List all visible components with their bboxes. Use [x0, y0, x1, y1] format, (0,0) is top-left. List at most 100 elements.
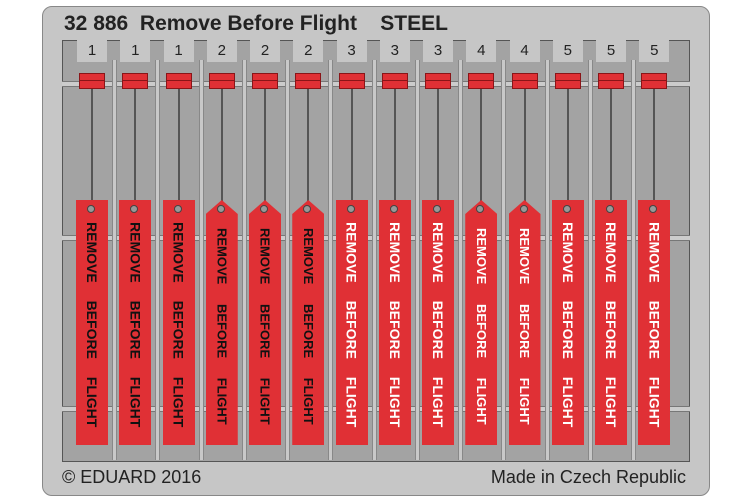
eyelet-icon: [562, 205, 571, 213]
tag-text: REMOVE BEFORE FLIGHT: [343, 222, 360, 428]
part-number: 3: [336, 38, 367, 62]
remove-before-flight-tag: REMOVE BEFORE FLIGHT: [551, 200, 584, 445]
tag-clip: [338, 73, 365, 89]
part-number: 1: [77, 38, 107, 62]
tag-wire: [610, 89, 612, 204]
eyelet-icon: [433, 205, 441, 213]
part-number: 2: [206, 38, 237, 62]
tag-clip: [208, 73, 235, 89]
tag-wire: [393, 89, 396, 204]
tag-text: REMOVE BEFORE FLIGHT: [646, 222, 663, 428]
remove-before-flight-tag: REMOVE BEFORE FLIGHT: [638, 200, 671, 445]
remove-before-flight-tag: REMOVE BEFORE FLIGHT: [422, 200, 454, 445]
tag-wire: [653, 89, 656, 204]
tag-clip: [79, 73, 105, 89]
remove-before-flight-tag: REMOVE BEFORE FLIGHT: [595, 200, 627, 445]
tag-clip: [641, 73, 668, 89]
rail: [458, 60, 463, 460]
eyelet-icon: [649, 205, 658, 213]
tag-clip: [381, 73, 408, 89]
tag-text: REMOVE BEFORE FLIGHT: [386, 222, 403, 428]
tag-wire: [350, 89, 353, 204]
tag-text: REMOVE BEFORE FLIGHT: [603, 222, 619, 428]
origin: Made in Czech Republic: [490, 467, 686, 487]
tag-wire: [307, 89, 310, 206]
tag-clip: [511, 73, 538, 89]
tag-clip: [295, 73, 322, 89]
part-number: 1: [163, 38, 194, 62]
tag-text: REMOVE BEFORE FLIGHT: [84, 222, 100, 428]
eyelet-icon: [606, 205, 614, 213]
rail: [544, 60, 550, 460]
eyelet-icon: [87, 205, 95, 213]
tag-wire: [437, 89, 439, 204]
part-number: 2: [293, 38, 324, 62]
remove-before-flight-tag: REMOVE BEFORE FLIGHT: [76, 200, 108, 445]
tag-wire: [91, 89, 93, 204]
tag-text: REMOVE BEFORE FLIGHT: [559, 222, 576, 428]
tag-clip: [252, 73, 278, 89]
part-number: 4: [509, 38, 540, 62]
remove-before-flight-tag: REMOVE BEFORE FLIGHT: [508, 200, 541, 445]
remove-before-flight-tag: REMOVE BEFORE FLIGHT: [292, 200, 325, 445]
remove-before-flight-tag: REMOVE BEFORE FLIGHT: [465, 200, 498, 445]
eyelet-icon: [476, 205, 485, 213]
rail: [587, 60, 593, 460]
rail: [112, 60, 117, 460]
rail: [414, 60, 420, 460]
tag-clip: [122, 73, 149, 89]
part-number: 3: [379, 38, 410, 62]
tag-clip: [165, 73, 192, 89]
remove-before-flight-tag: REMOVE BEFORE FLIGHT: [249, 200, 281, 445]
rail: [198, 60, 204, 460]
tag-wire: [264, 89, 266, 206]
tag-text: REMOVE BEFORE FLIGHT: [517, 228, 532, 425]
eyelet-icon: [389, 205, 398, 213]
tag-text: REMOVE BEFORE FLIGHT: [170, 222, 187, 428]
tag-wire: [566, 89, 569, 204]
tag-text: REMOVE BEFORE FLIGHT: [473, 228, 489, 425]
eyelet-icon: [130, 205, 139, 213]
tag-text: REMOVE BEFORE FLIGHT: [300, 228, 316, 425]
tag-wire: [134, 89, 137, 204]
eyelet-icon: [303, 205, 312, 213]
copyright: © EDUARD 2016: [62, 467, 202, 487]
part-number: 5: [596, 38, 626, 62]
tag-clip: [598, 73, 624, 89]
eyelet-icon: [519, 205, 528, 213]
tag-text: REMOVE BEFORE FLIGHT: [257, 228, 273, 425]
tag-clip: [468, 73, 495, 89]
rail: [631, 60, 636, 460]
tag-text: REMOVE BEFORE FLIGHT: [214, 228, 230, 425]
tag-text: REMOVE BEFORE FLIGHT: [430, 222, 446, 428]
tag-text: REMOVE BEFORE FLIGHT: [127, 222, 144, 428]
eyelet-icon: [346, 205, 355, 213]
rail: [285, 60, 290, 460]
remove-before-flight-tag: REMOVE BEFORE FLIGHT: [378, 200, 411, 445]
tag-wire: [480, 89, 483, 206]
rail: [241, 60, 247, 460]
rail: [501, 60, 507, 460]
remove-before-flight-tag: REMOVE BEFORE FLIGHT: [335, 200, 368, 445]
tag-wire: [220, 89, 223, 206]
tag-wire: [177, 89, 180, 204]
tag-clip: [554, 73, 581, 89]
eyelet-icon: [260, 205, 268, 213]
part-number: 1: [120, 38, 151, 62]
part-number: 5: [639, 38, 670, 62]
tag-wire: [523, 89, 526, 206]
remove-before-flight-tag: REMOVE BEFORE FLIGHT: [205, 200, 238, 445]
tag-clip: [425, 73, 451, 89]
part-number: 3: [423, 38, 453, 62]
eyelet-icon: [173, 205, 182, 213]
fret-title: 32 886 Remove Before Flight STEEL: [64, 12, 448, 35]
part-number: 2: [250, 38, 280, 62]
eyelet-icon: [216, 205, 225, 213]
part-number: 4: [466, 38, 497, 62]
rail: [155, 60, 161, 460]
part-number: 5: [552, 38, 583, 62]
remove-before-flight-tag: REMOVE BEFORE FLIGHT: [119, 200, 152, 445]
rail: [328, 60, 334, 460]
rail: [371, 60, 377, 460]
remove-before-flight-tag: REMOVE BEFORE FLIGHT: [162, 200, 195, 445]
